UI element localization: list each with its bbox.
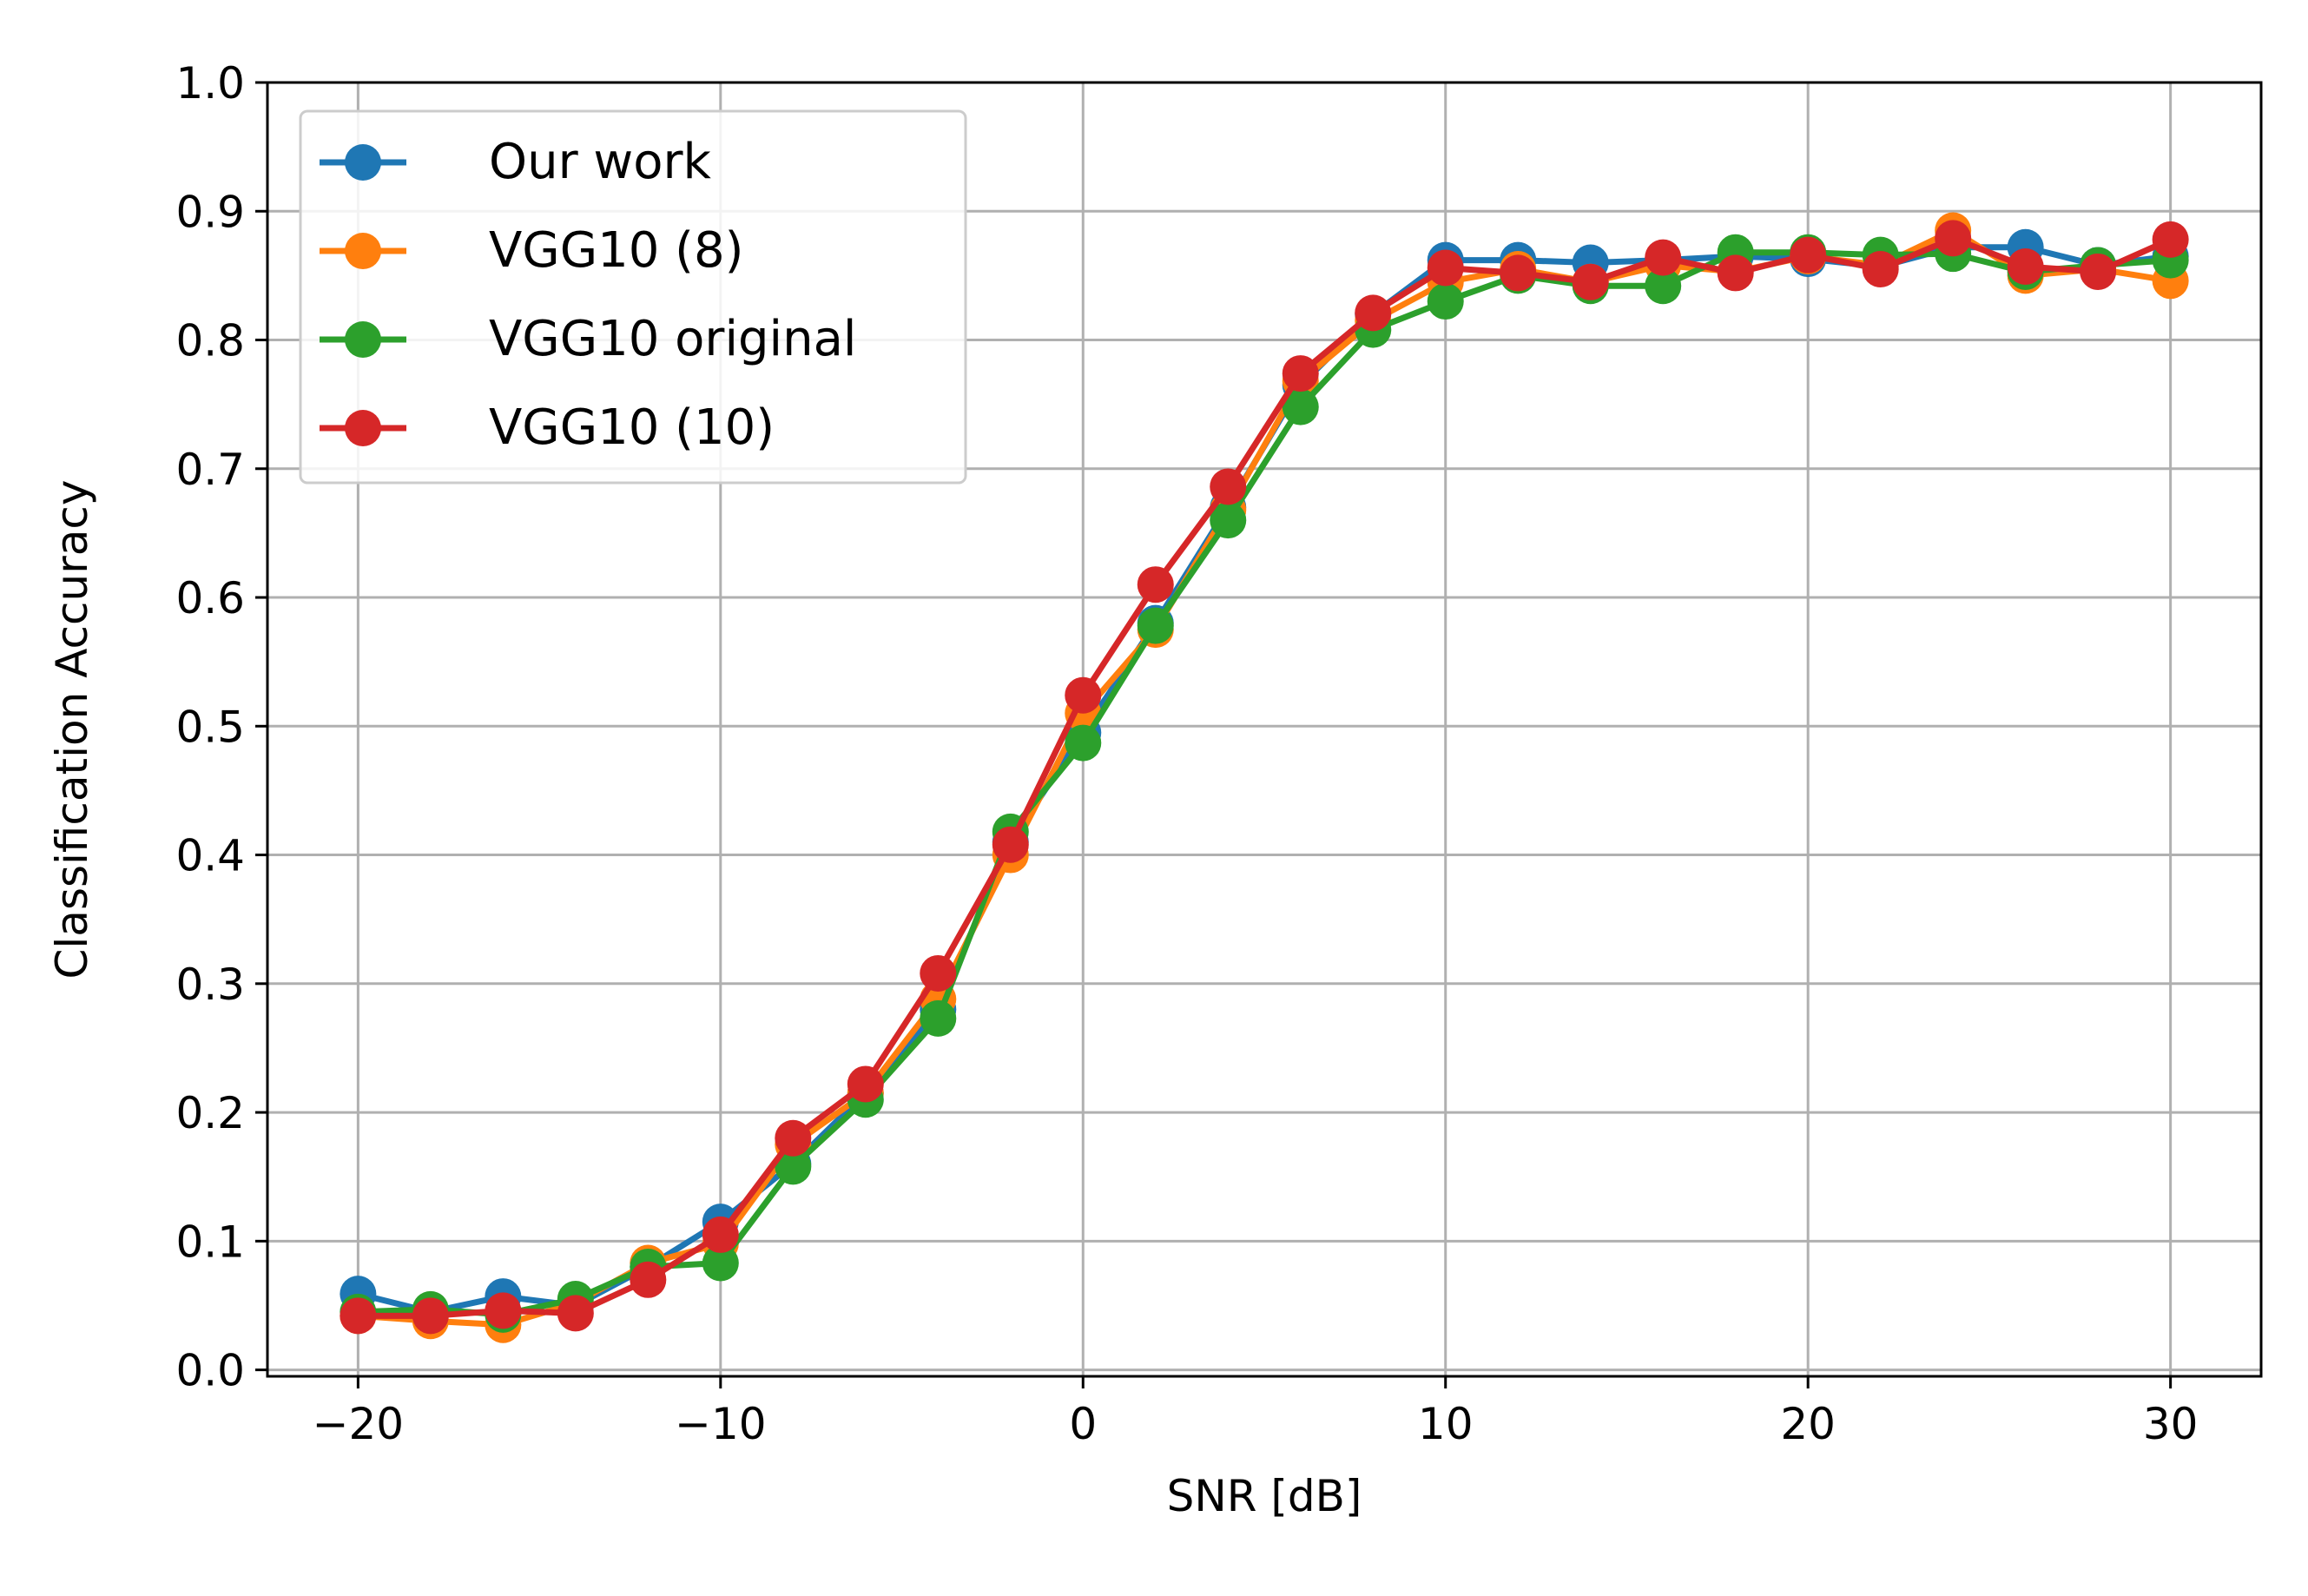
y-tick-label: 0.1	[175, 1217, 245, 1267]
data-point	[775, 1148, 812, 1185]
x-tick-label: 10	[1418, 1399, 1474, 1449]
y-tick-label: 0.7	[175, 445, 245, 495]
data-point	[1355, 294, 1392, 332]
data-point	[1572, 263, 1609, 300]
data-point	[1717, 254, 1754, 292]
data-point	[557, 1295, 594, 1332]
x-tick-label: 20	[1780, 1399, 1836, 1449]
y-tick-label: 0.9	[175, 187, 245, 237]
plot-frame	[266, 81, 2263, 1378]
data-point	[1137, 607, 1174, 644]
x-tick-label: 0	[1069, 1399, 1097, 1449]
data-point	[1210, 502, 1247, 539]
data-point	[485, 1292, 522, 1329]
data-point	[775, 1119, 812, 1157]
y-tick-label: 0.5	[175, 702, 245, 752]
legend-box	[299, 109, 967, 485]
data-point	[1427, 283, 1464, 320]
legend-marker	[345, 233, 381, 269]
legend-label: VGG10 original	[489, 311, 856, 367]
series-vgg10-10	[340, 220, 2189, 1335]
data-point	[1645, 239, 1682, 276]
y-tick-label: 0.2	[175, 1088, 245, 1138]
data-point	[1427, 249, 1464, 287]
data-point	[1935, 220, 1972, 257]
data-point	[1065, 724, 1102, 762]
data-point	[920, 954, 957, 992]
data-point	[992, 826, 1029, 863]
x-axis-label: SNR [dB]	[1167, 1471, 1362, 1521]
data-point	[2007, 248, 2044, 286]
y-tick-label: 0.8	[175, 316, 245, 366]
data-point	[702, 1216, 739, 1253]
legend-label: VGG10 (8)	[489, 222, 743, 279]
axes: −20 −10 0 10 20 30 0.0 0.1 0.2 0.3 0.4 0.5 0.6 0.7 0.8…	[175, 58, 2198, 1449]
data-point	[1065, 676, 1102, 714]
data-point	[1282, 388, 1319, 425]
legend: Our work VGG10 (8) VGG10 original VGG10 (10…	[299, 109, 967, 485]
legend-label: VGG10 (10)	[489, 399, 775, 456]
y-tick-label: 1.0	[175, 58, 245, 109]
y-axis-label: Classification Accuracy	[47, 480, 97, 979]
data-point	[1862, 250, 1899, 287]
data-point	[1210, 468, 1247, 505]
x-tick-label: −10	[675, 1399, 767, 1449]
data-point	[1645, 267, 1682, 305]
data-point	[340, 1297, 377, 1335]
data-point	[1282, 355, 1319, 392]
data-point	[1137, 566, 1174, 603]
y-tick-label: 0.0	[175, 1346, 245, 1396]
y-tick-label: 0.6	[175, 573, 245, 623]
data-point	[630, 1261, 667, 1298]
legend-marker	[345, 321, 381, 358]
y-tick-label: 0.3	[175, 960, 245, 1010]
data-point	[1500, 254, 1537, 292]
x-tick-label: 30	[2143, 1399, 2199, 1449]
data-point	[847, 1065, 884, 1103]
y-tick-label: 0.4	[175, 831, 245, 881]
legend-marker	[345, 144, 381, 181]
legend-marker	[345, 410, 381, 446]
legend-label: Our work	[489, 134, 711, 190]
data-point	[2080, 253, 2117, 290]
data-point	[1790, 236, 1827, 274]
data-series	[340, 212, 2189, 1343]
data-point	[412, 1297, 449, 1335]
x-tick-label: −20	[313, 1399, 405, 1449]
data-point	[2152, 221, 2189, 258]
data-point	[702, 1244, 739, 1282]
data-point	[920, 999, 957, 1037]
